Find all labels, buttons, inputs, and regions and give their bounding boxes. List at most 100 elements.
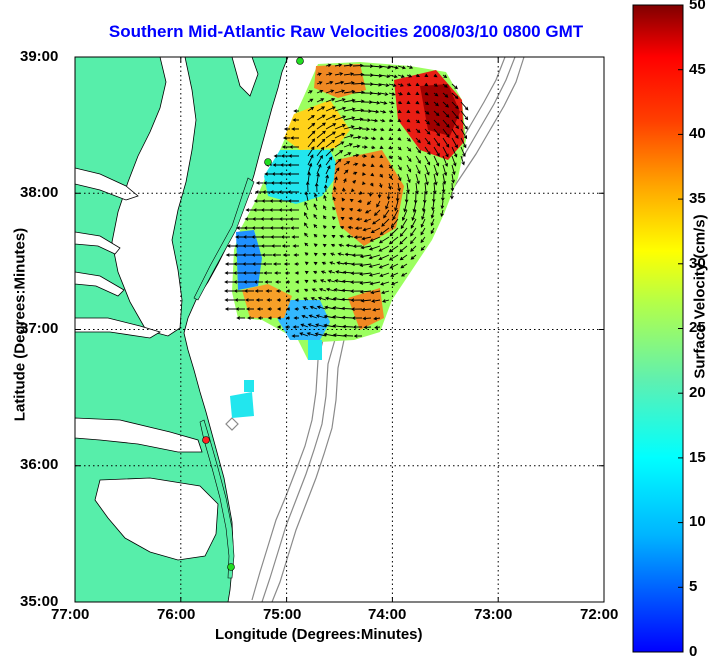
velocity-arrow (399, 254, 408, 261)
velocity-arrow (433, 173, 438, 186)
y-tick-label: 36:00 (20, 456, 59, 473)
velocity-vectors (224, 63, 469, 338)
velocity-arrow (332, 186, 337, 193)
velocity-region-tiny-patch (244, 380, 254, 392)
x-tick-label: 72:00 (580, 606, 619, 623)
station-marker (296, 57, 304, 65)
velocity-arrow (277, 316, 281, 320)
velocity-arrow (304, 270, 309, 275)
york-river (75, 271, 125, 297)
station-marker (264, 158, 272, 166)
velocity-arrow (260, 244, 272, 248)
velocity-arrow (353, 334, 363, 338)
velocity-arrow (253, 280, 263, 284)
velocity-arrow (349, 198, 354, 203)
velocity-arrow (406, 109, 411, 113)
chesapeake-bay (111, 57, 197, 337)
velocity-arrow (379, 145, 384, 149)
velocity-arrow (325, 89, 335, 94)
velocity-arrow (420, 236, 426, 244)
velocity-arrow (430, 209, 435, 219)
velocity-arrow (351, 316, 363, 320)
velocity-arrow (343, 72, 355, 76)
velocity-arrow (378, 245, 390, 252)
velocity-arrow (385, 200, 390, 210)
velocity-arrow (352, 162, 359, 167)
velocity-arrow (371, 299, 381, 303)
velocity-arrow (369, 281, 381, 286)
velocity-arrow (325, 131, 336, 139)
velocity-arrow (388, 155, 393, 160)
velocity-arrow (441, 182, 446, 194)
velocity-arrow (361, 181, 366, 185)
velocity-arrow (409, 236, 417, 245)
velocity-arrow (379, 136, 384, 141)
velocity-arrow (287, 163, 299, 167)
velocity-arrow (272, 262, 281, 266)
velocity-arrow (262, 262, 272, 266)
velocity-arrow (341, 315, 354, 320)
velocity-arrow (373, 316, 381, 321)
velocity-arrow (415, 146, 422, 154)
velocity-arrow (267, 307, 272, 311)
velocity-arrow (352, 108, 365, 113)
y-tick-label: 38:00 (20, 184, 59, 201)
velocity-arrow (325, 72, 333, 76)
velocity-arrow (350, 280, 363, 284)
velocity-arrow (431, 200, 435, 211)
velocity-arrow (397, 74, 405, 78)
velocity-arrow (307, 98, 314, 103)
velocity-arrow (299, 332, 309, 337)
velocity-arrow (442, 128, 450, 138)
velocity-arrow (343, 63, 354, 68)
velocity-arrow (279, 226, 290, 230)
potomac-river (75, 167, 139, 201)
velocity-arrow (377, 191, 382, 199)
velocity-arrow (291, 334, 299, 338)
velocity-arrow (359, 290, 372, 294)
velocity-arrow (388, 236, 399, 245)
velocity-arrow (245, 307, 254, 311)
velocity-arrow (451, 155, 457, 167)
velocity-arrow (424, 110, 430, 115)
velocity-arrow (441, 191, 445, 202)
velocity-arrow (379, 164, 384, 168)
velocity-arrow (399, 227, 408, 237)
velocity-arrow (442, 110, 450, 118)
velocity-arrow (352, 72, 365, 77)
velocity-arrow (314, 332, 327, 337)
velocity-arrow (316, 114, 326, 121)
velocity-region-orange-north (314, 64, 366, 98)
y-tick-label: 37:00 (20, 320, 59, 337)
velocity-arrow (349, 207, 354, 212)
velocity-arrow (323, 184, 328, 193)
velocity-arrow (316, 305, 327, 310)
velocity-arrow (307, 114, 315, 121)
velocity-arrow (363, 325, 372, 330)
velocity-arrow (330, 243, 336, 248)
velocity-arrow (352, 171, 358, 176)
velocity-arrow (325, 106, 336, 112)
velocity-arrow (388, 74, 398, 79)
velocity-arrow (334, 132, 346, 139)
velocity-arrow (415, 82, 420, 86)
colorbar-tick-label: 10 (689, 513, 706, 530)
velocity-arrow (316, 122, 326, 130)
velocity-arrow (313, 224, 318, 229)
velocity-arrow (324, 305, 336, 310)
velocity-arrow (276, 298, 281, 302)
velocity-arrow (433, 119, 440, 127)
velocity-arrow (420, 218, 426, 228)
velocity-arrow (325, 156, 333, 166)
velocity-arrow (415, 73, 421, 78)
velocity-arrow (397, 65, 406, 70)
velocity-arrow (395, 191, 400, 202)
velocity-arrow (261, 253, 272, 257)
station-marker (227, 563, 235, 571)
velocity-arrow (442, 146, 449, 158)
velocity-arrow (451, 173, 455, 184)
velocity-arrow (329, 261, 336, 265)
velocity-arrow (451, 83, 458, 90)
colorbar-tick-label: 20 (689, 384, 706, 401)
velocity-arrow (442, 83, 448, 88)
